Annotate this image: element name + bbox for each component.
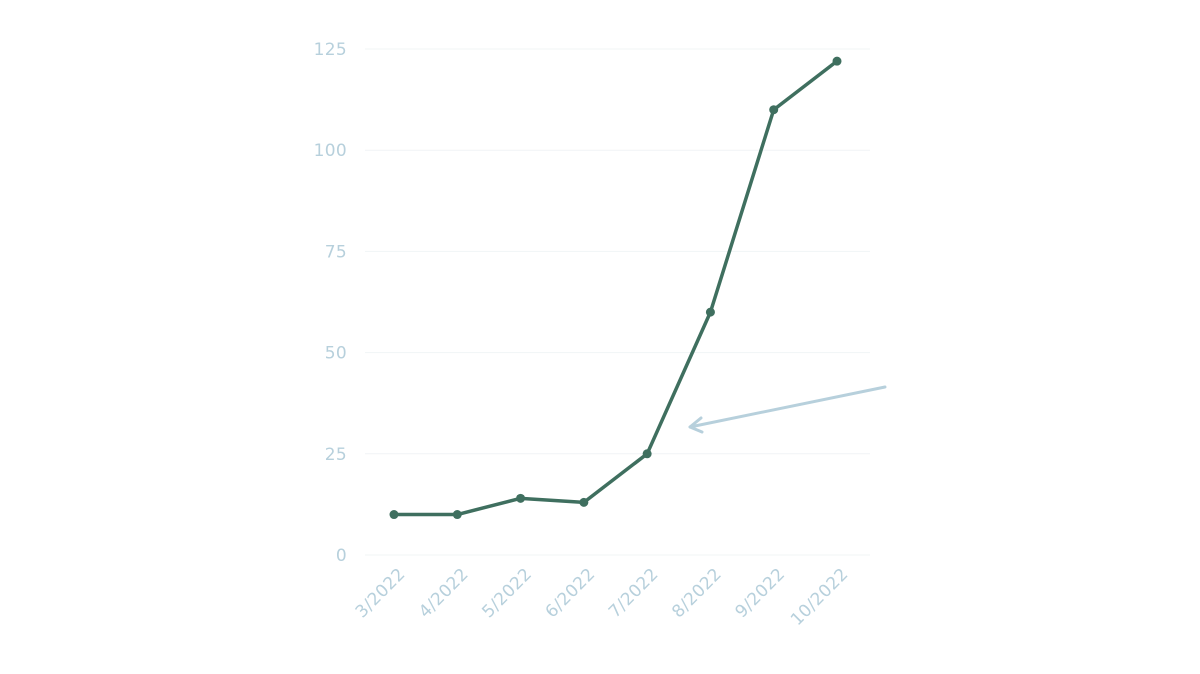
- x-tick-label: 10/2022: [787, 564, 853, 630]
- series-line: [392, 59, 839, 517]
- data-point: [769, 105, 779, 115]
- y-axis-ticks: 0 25 50 75 100 125: [314, 40, 347, 566]
- arrow-shaft: [688, 385, 887, 429]
- data-point: [705, 307, 715, 317]
- data-points: [389, 56, 842, 520]
- y-tick-label: 75: [325, 242, 347, 262]
- y-tick-label: 50: [325, 344, 347, 364]
- x-tick-label: 3/2022: [352, 564, 410, 622]
- x-tick-label: 9/2022: [732, 564, 790, 622]
- x-tick-label: 6/2022: [542, 564, 600, 622]
- data-point: [642, 449, 652, 459]
- data-point: [516, 493, 526, 503]
- x-tick-label: 7/2022: [605, 564, 663, 622]
- annotation-arrow: [688, 385, 887, 434]
- y-tick-label: 100: [314, 141, 347, 161]
- x-tick-label: 5/2022: [478, 564, 536, 622]
- x-tick-label: 8/2022: [668, 564, 726, 622]
- gridlines: [365, 48, 870, 556]
- data-point: [832, 56, 842, 66]
- x-axis-ticks: 3/2022 4/2022 5/2022 6/2022 7/2022 8/2022 9/20…: [352, 564, 853, 630]
- y-tick-label: 125: [314, 40, 347, 60]
- y-tick-label: 25: [325, 445, 347, 465]
- x-tick-label: 4/2022: [415, 564, 473, 622]
- data-point: [579, 497, 589, 507]
- y-tick-label: 0: [336, 546, 347, 566]
- data-point: [452, 510, 462, 520]
- arrow-head: [688, 416, 704, 434]
- data-point: [389, 510, 399, 520]
